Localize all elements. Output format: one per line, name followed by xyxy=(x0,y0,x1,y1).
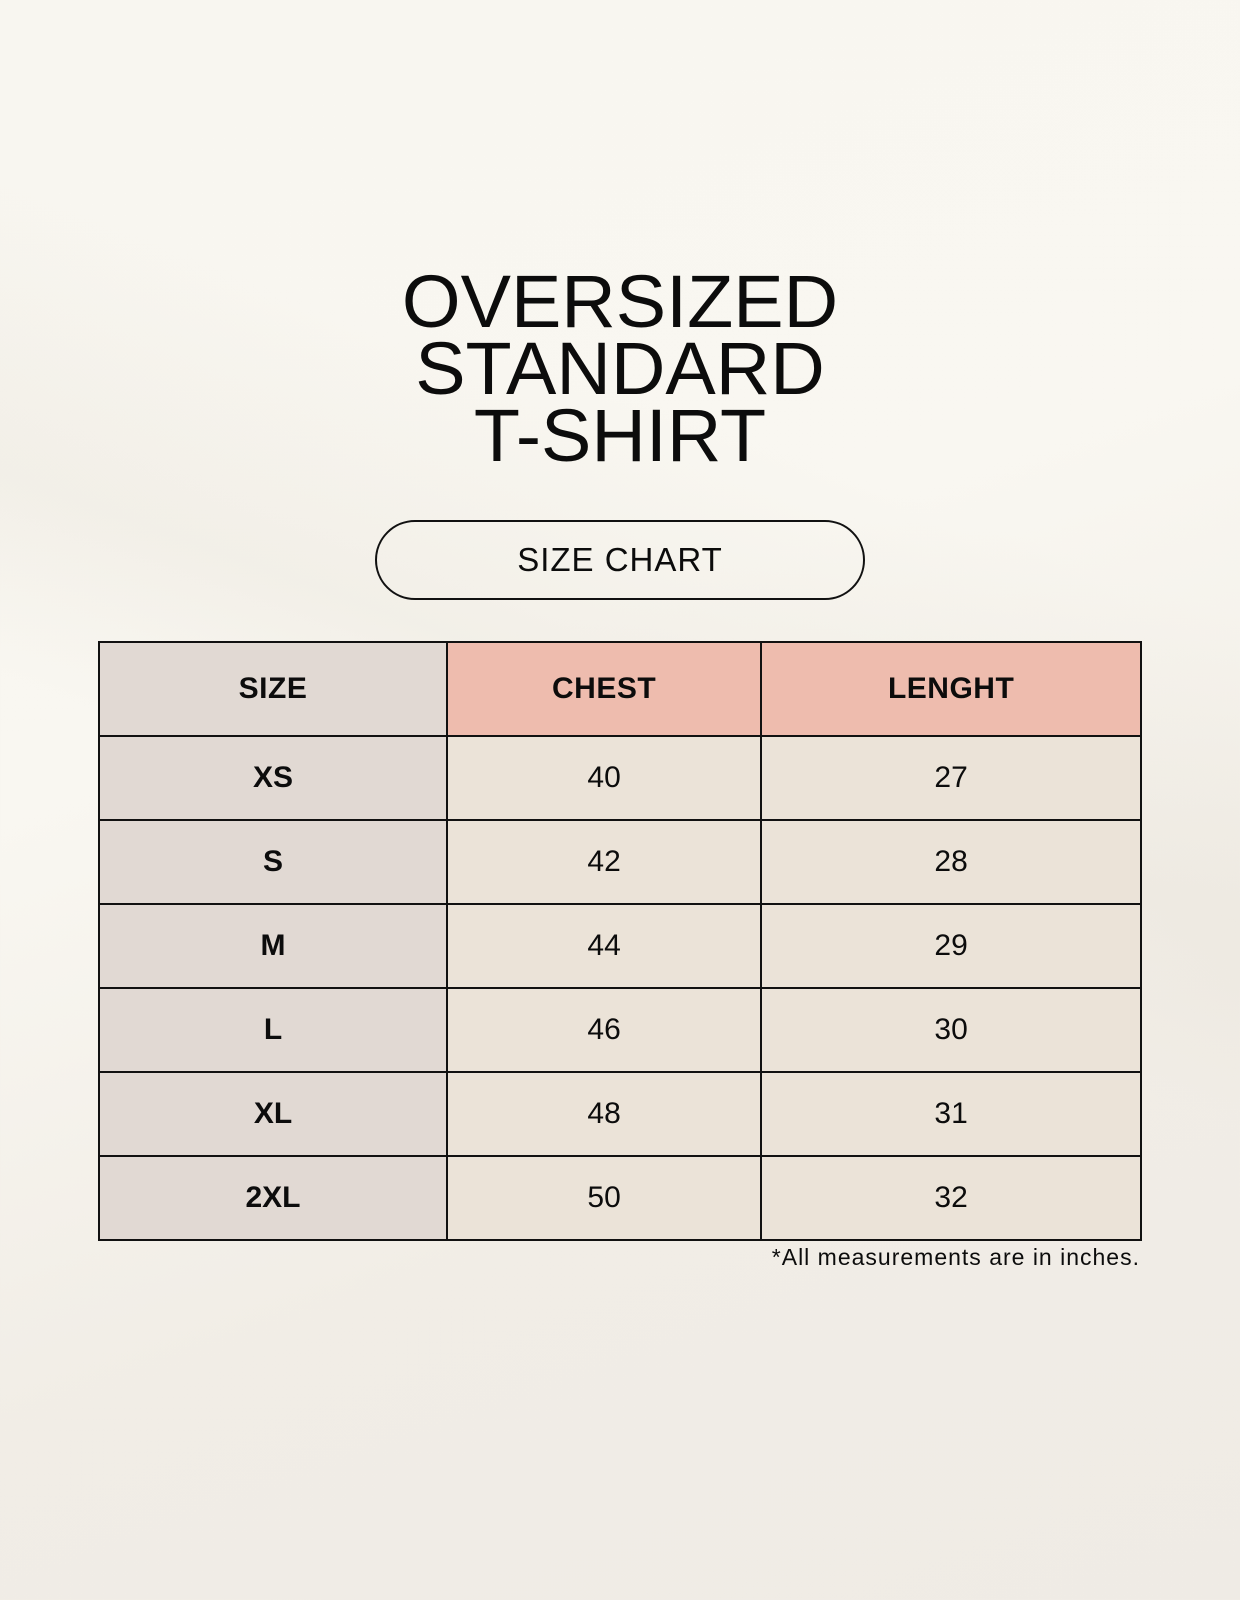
title-line: STANDARD xyxy=(415,327,825,410)
header-size: SIZE xyxy=(98,641,448,737)
table-row: M 44 29 xyxy=(98,903,1142,989)
cell-length: 27 xyxy=(760,735,1142,821)
cell-size: 2XL xyxy=(98,1155,448,1241)
cell-chest: 42 xyxy=(445,819,763,905)
header-length: LENGHT xyxy=(760,641,1142,737)
cell-chest: 40 xyxy=(445,735,763,821)
table-row: XL 48 31 xyxy=(98,1071,1142,1157)
cell-length: 31 xyxy=(760,1071,1142,1157)
cell-chest: 46 xyxy=(445,987,763,1073)
cell-size: XL xyxy=(98,1071,448,1157)
table-header-row: SIZE CHEST LENGHT xyxy=(98,641,1142,737)
cell-size: L xyxy=(98,987,448,1073)
table-row: S 42 28 xyxy=(98,819,1142,905)
table-row: L 46 30 xyxy=(98,987,1142,1073)
cell-chest: 44 xyxy=(445,903,763,989)
cell-length: 30 xyxy=(760,987,1142,1073)
size-table: SIZE CHEST LENGHT XS 40 27 S 42 28 M 44 29 L 46 30 X… xyxy=(98,641,1142,1241)
cell-length: 32 xyxy=(760,1155,1142,1241)
cell-size: XS xyxy=(98,735,448,821)
title-line: OVERSIZED xyxy=(401,260,839,343)
header-chest: CHEST xyxy=(445,641,763,737)
size-chart-badge: SIZE CHART xyxy=(375,520,865,600)
table-row: 2XL 50 32 xyxy=(98,1155,1142,1241)
footnote: *All measurements are in inches. xyxy=(771,1244,1140,1270)
cell-size: S xyxy=(98,819,448,905)
cell-chest: 50 xyxy=(445,1155,763,1241)
cell-size: M xyxy=(98,903,448,989)
cell-chest: 48 xyxy=(445,1071,763,1157)
page-title: OVERSIZED STANDARD T-SHIRT xyxy=(0,260,1240,477)
table-row: XS 40 27 xyxy=(98,735,1142,821)
cell-length: 29 xyxy=(760,903,1142,989)
cell-length: 28 xyxy=(760,819,1142,905)
title-line: T-SHIRT xyxy=(473,394,767,477)
